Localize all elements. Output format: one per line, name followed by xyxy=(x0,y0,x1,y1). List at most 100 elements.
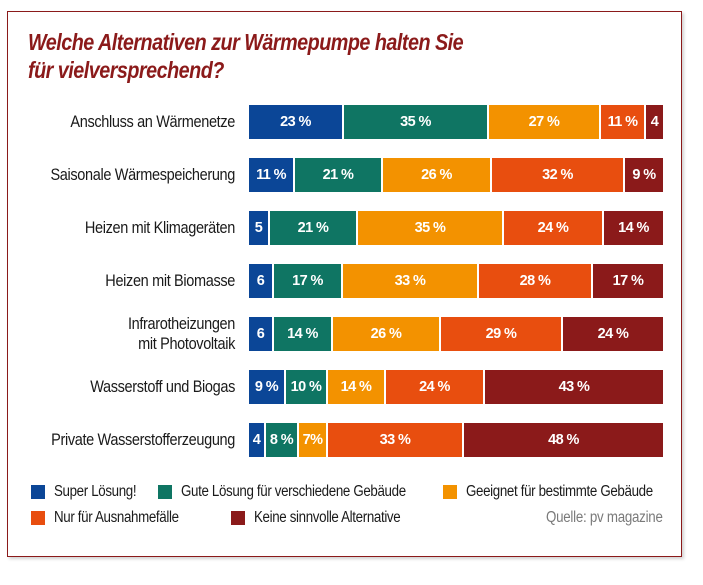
bar-segment: 33 % xyxy=(328,423,464,457)
bar-segment: 32 % xyxy=(492,158,625,192)
data-label: 27 % xyxy=(528,114,560,130)
legend-label: Super Lösung! xyxy=(54,483,137,500)
data-label: 14 % xyxy=(618,220,649,236)
bar-segment: 35 % xyxy=(358,211,504,245)
data-label: 35 % xyxy=(414,220,446,236)
source-note: Quelle: pv magazine xyxy=(546,509,663,526)
bar-segment: 10 % xyxy=(286,370,328,404)
category-label-line: Saisonale Wärmespeicherung xyxy=(50,166,235,184)
category-label: Saisonale Wärmespeicherung xyxy=(24,165,235,185)
legend-swatch xyxy=(231,511,245,525)
data-label: 17 % xyxy=(292,273,323,289)
data-label: 24 % xyxy=(597,326,629,342)
legend-swatch xyxy=(31,511,45,525)
legend-label: Keine sinnvolle Alternative xyxy=(254,509,401,526)
bar-segment: 24 % xyxy=(563,317,663,351)
data-label: 11 % xyxy=(607,114,638,130)
legend-item: Gute Lösung für verschiedene Gebäude xyxy=(158,483,442,501)
data-label: 9 % xyxy=(632,167,656,183)
legend-label: Geeignet für bestimmte Gebäude xyxy=(466,483,653,500)
bar-segment: 14 % xyxy=(328,370,386,404)
data-label: 24 % xyxy=(537,220,569,236)
bar-segment: 24 % xyxy=(504,211,604,245)
category-label-line: Anschluss an Wärmenetze xyxy=(70,113,235,131)
bar-segment: 43 % xyxy=(485,370,663,404)
category-label: Wasserstoff und Biogas xyxy=(24,377,235,397)
legend-item: Geeignet für bestimmte Gebäude xyxy=(443,483,683,501)
category-label-line: Heizen mit Biomasse xyxy=(105,272,236,290)
bar-segment: 17 % xyxy=(593,264,663,298)
bar-segment: 28 % xyxy=(479,264,593,298)
bar-segment: 24 % xyxy=(386,370,485,404)
data-label: 14 % xyxy=(340,379,372,395)
data-label: 26 % xyxy=(370,326,402,342)
data-label: 21 % xyxy=(297,220,329,236)
category-label: Heizen mit Klimageräten xyxy=(24,218,235,238)
bar-segment: 11 % xyxy=(601,105,646,139)
legend-label: Nur für Ausnahmefälle xyxy=(54,509,179,526)
bar-segment: 9 % xyxy=(249,370,286,404)
bar-segment: 23 % xyxy=(249,105,344,139)
category-label: Heizen mit Biomasse xyxy=(24,271,235,291)
data-label: 21 % xyxy=(322,167,354,183)
bar-segment: 21 % xyxy=(295,158,383,192)
bar-segment: 4 xyxy=(249,423,266,457)
chart-title-line-1: Welche Alternativen zur Wärmepumpe halte… xyxy=(28,29,464,55)
bar-segment: 29 % xyxy=(441,317,563,351)
data-label: 24 % xyxy=(419,379,450,395)
bar-segment: 14 % xyxy=(604,211,663,245)
data-label: 6 xyxy=(256,326,265,342)
chart-title-line-2: für vielversprechend? xyxy=(28,57,224,83)
category-label: Infrarotheizungen mit Photovoltaik xyxy=(24,314,235,354)
data-label: 33 % xyxy=(379,432,411,448)
data-label: 8 % xyxy=(269,432,294,448)
data-label: 33 % xyxy=(394,273,426,289)
legend-item: Keine sinnvolle Alternative xyxy=(231,509,424,527)
bar-segment: 17 % xyxy=(274,264,343,298)
bar-segment: 35 % xyxy=(344,105,489,139)
data-label: 4 xyxy=(650,114,659,130)
bar-segment: 6 xyxy=(249,264,274,298)
legend-swatch xyxy=(443,485,457,499)
bar-segment: 27 % xyxy=(489,105,601,139)
data-label: 28 % xyxy=(519,273,551,289)
category-label-line: Private Wasserstofferzeugung xyxy=(51,431,236,449)
data-label: 4 xyxy=(252,432,261,448)
data-label: 17 % xyxy=(612,273,644,289)
bar-segment: 7% xyxy=(299,423,328,457)
data-label: 9 % xyxy=(254,379,279,395)
bar-segment: 11 % xyxy=(249,158,295,192)
bar-segment: 4 xyxy=(646,105,663,139)
data-label: 11 % xyxy=(256,167,286,183)
data-label: 23 % xyxy=(280,114,311,130)
data-label: 35 % xyxy=(400,114,431,130)
data-label: 7% xyxy=(302,432,323,448)
legend-item: Nur für Ausnahmefälle xyxy=(31,509,199,527)
legend-label: Gute Lösung für verschiedene Gebäude xyxy=(181,483,406,500)
bar-segment: 8 % xyxy=(266,423,299,457)
data-label: 43 % xyxy=(558,379,590,395)
legend-item: Super Lösung! xyxy=(31,483,150,501)
data-label: 6 xyxy=(256,273,265,289)
data-label: 14 % xyxy=(287,326,318,342)
bar-segment: 26 % xyxy=(333,317,441,351)
bar-segment: 33 % xyxy=(343,264,479,298)
category-label: Private Wasserstofferzeugung xyxy=(24,430,235,450)
data-label: 48 % xyxy=(548,432,579,448)
category-label-line: Wasserstoff und Biogas xyxy=(90,378,235,396)
chart-title: Welche Alternativen zur Wärmepumpe halte… xyxy=(28,28,464,84)
bar-segment: 48 % xyxy=(464,423,663,457)
data-label: 29 % xyxy=(485,326,517,342)
legend-swatch xyxy=(158,485,172,499)
bar-segment: 9 % xyxy=(625,158,663,192)
data-label: 26 % xyxy=(421,167,452,183)
category-label-line: mit Photovoltaik xyxy=(138,335,235,353)
bar-segment: 6 xyxy=(249,317,274,351)
category-label: Anschluss an Wärmenetze xyxy=(24,112,235,132)
data-label: 10 % xyxy=(290,379,322,395)
legend-swatch xyxy=(31,485,45,499)
category-label-line: Heizen mit Klimageräten xyxy=(84,219,235,237)
category-label-line: Infrarotheizungen xyxy=(127,315,235,333)
bar-segment: 26 % xyxy=(383,158,492,192)
bar-segment: 5 xyxy=(249,211,270,245)
